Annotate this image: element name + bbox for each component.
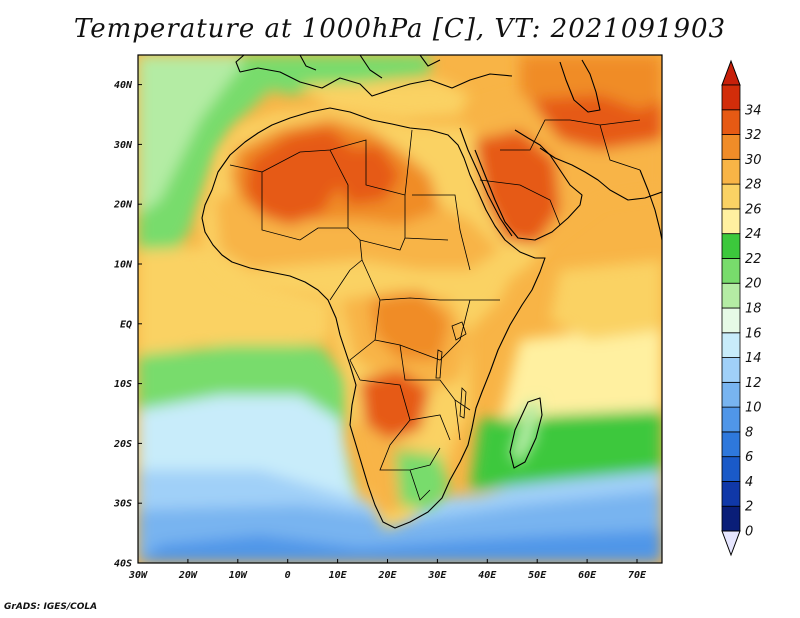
colorbar-label: 16 xyxy=(745,326,762,341)
y-tick-label: 10N xyxy=(114,260,133,271)
lake-victoria xyxy=(451,321,467,341)
colorbar-label: 22 xyxy=(745,252,762,267)
colorbar-label: 34 xyxy=(745,103,762,118)
colorbar-swatch xyxy=(721,183,741,210)
colorbar-label: 26 xyxy=(745,202,762,217)
coastlines xyxy=(201,55,662,529)
x-axis: 30W 20W 10W 0 10E 20E 30E 40E 50E 60E 70E xyxy=(128,559,647,581)
north-atlantic-pale-field xyxy=(138,55,250,215)
colorbar-swatch xyxy=(721,282,741,309)
colorbar-label: 30 xyxy=(745,153,762,168)
indian-ocean-green-field xyxy=(470,405,662,490)
colorbar-label: 6 xyxy=(745,450,753,465)
x-tick-label: 10E xyxy=(329,570,348,581)
map-panel xyxy=(138,55,662,563)
y-axis: 40S 30S 20S 10S EQ 10N 20N 30N 40N xyxy=(113,80,142,570)
africa-coastline xyxy=(201,107,546,529)
lake-malawi xyxy=(459,387,467,419)
x-tick-label: 30W xyxy=(128,570,148,581)
sahara-core-field xyxy=(245,128,350,225)
x-tick-label: 0 xyxy=(285,570,291,581)
colorbar-swatch xyxy=(721,431,741,458)
y-tick-label: EQ xyxy=(120,319,132,330)
colorbar-label: 32 xyxy=(745,128,762,143)
gulf-coastline xyxy=(539,147,662,201)
map-frame xyxy=(137,54,663,564)
colorbar-swatch xyxy=(721,456,741,482)
caspian-coast xyxy=(559,59,601,113)
mediterranean-north-coast xyxy=(239,67,513,97)
arabia-hot-field xyxy=(475,130,560,245)
x-tick-label: 20E xyxy=(377,570,397,581)
colorbar-label: 4 xyxy=(745,475,753,490)
x-tick-label: 20W xyxy=(178,570,198,581)
indian-ocean-warm-field xyxy=(550,260,662,340)
colorbar-above-triangle xyxy=(721,59,741,86)
colorbar-swatch xyxy=(721,109,741,135)
tropical-atlantic-field xyxy=(138,245,330,360)
chart-title: Temperature at 1000hPa [C], VT: 20210919… xyxy=(73,14,727,44)
y-tick-label: 30S xyxy=(113,499,132,510)
sahara-east-field xyxy=(335,145,400,205)
y-tick-label: 40S xyxy=(114,559,132,570)
colorbar-label: 18 xyxy=(745,302,762,317)
arabia-coastline xyxy=(474,129,583,241)
x-tick-label: 40E xyxy=(478,570,497,581)
y-tick-label: 10S xyxy=(114,379,132,390)
colorbar-label: 20 xyxy=(745,277,762,292)
southern-africa-hot-field xyxy=(360,370,430,440)
colorbar-swatch xyxy=(721,357,741,383)
colorbar-swatch xyxy=(721,406,741,433)
grads-credit: GrADS: IGES/COLA xyxy=(4,602,98,612)
colorbar-label: 10 xyxy=(745,401,762,416)
colorbar-swatch xyxy=(721,208,741,235)
x-tick-label: 30E xyxy=(427,570,447,581)
colorbar-swatch xyxy=(721,481,741,507)
border-lines xyxy=(229,119,641,501)
colorbar-swatch xyxy=(721,84,741,111)
madagascar-coastline xyxy=(509,397,543,469)
congo-warm-field xyxy=(370,290,450,360)
x-tick-label: 50E xyxy=(528,570,547,581)
india-coast xyxy=(639,169,662,241)
lake-tanganyika xyxy=(435,349,443,379)
colorbar-label: 14 xyxy=(745,351,762,366)
colorbar-label: 2 xyxy=(745,500,753,515)
colorbar-swatch xyxy=(721,134,741,160)
persia-hot-field xyxy=(530,95,662,150)
red-sea-coast xyxy=(459,127,513,237)
colorbar-label: 0 xyxy=(745,525,753,540)
madagascar-field xyxy=(510,400,540,465)
colorbar-label: 12 xyxy=(745,376,762,391)
x-tick-label: 10W xyxy=(229,570,248,581)
colorbar-label: 28 xyxy=(745,178,762,193)
y-tick-label: 20N xyxy=(113,200,133,211)
south-africa-cool-field xyxy=(395,450,450,510)
x-tick-label: 60E xyxy=(578,570,597,581)
y-tick-label: 20S xyxy=(113,439,132,450)
colorbar-swatch xyxy=(721,505,741,532)
colorbar-swatch xyxy=(721,332,741,358)
colorbar-swatch xyxy=(721,158,741,185)
southern-ocean-deep-field xyxy=(138,530,662,563)
colorbar-below-triangle xyxy=(721,530,741,557)
x-tick-label: 70E xyxy=(628,570,647,581)
europe-coast xyxy=(235,55,441,79)
colorbar-label: 8 xyxy=(745,425,753,440)
colorbar-swatch xyxy=(721,307,741,334)
colorbar-swatch xyxy=(721,381,741,408)
colorbar-label: 24 xyxy=(745,227,762,242)
colorbar-swatch xyxy=(721,233,741,259)
indian-ocean-yellow-field xyxy=(500,320,662,420)
country-borders xyxy=(229,119,641,501)
europe-green-field xyxy=(240,55,430,95)
y-tick-label: 40N xyxy=(114,80,133,91)
colorbar-swatch xyxy=(721,258,741,284)
y-tick-label: 30N xyxy=(113,140,133,151)
